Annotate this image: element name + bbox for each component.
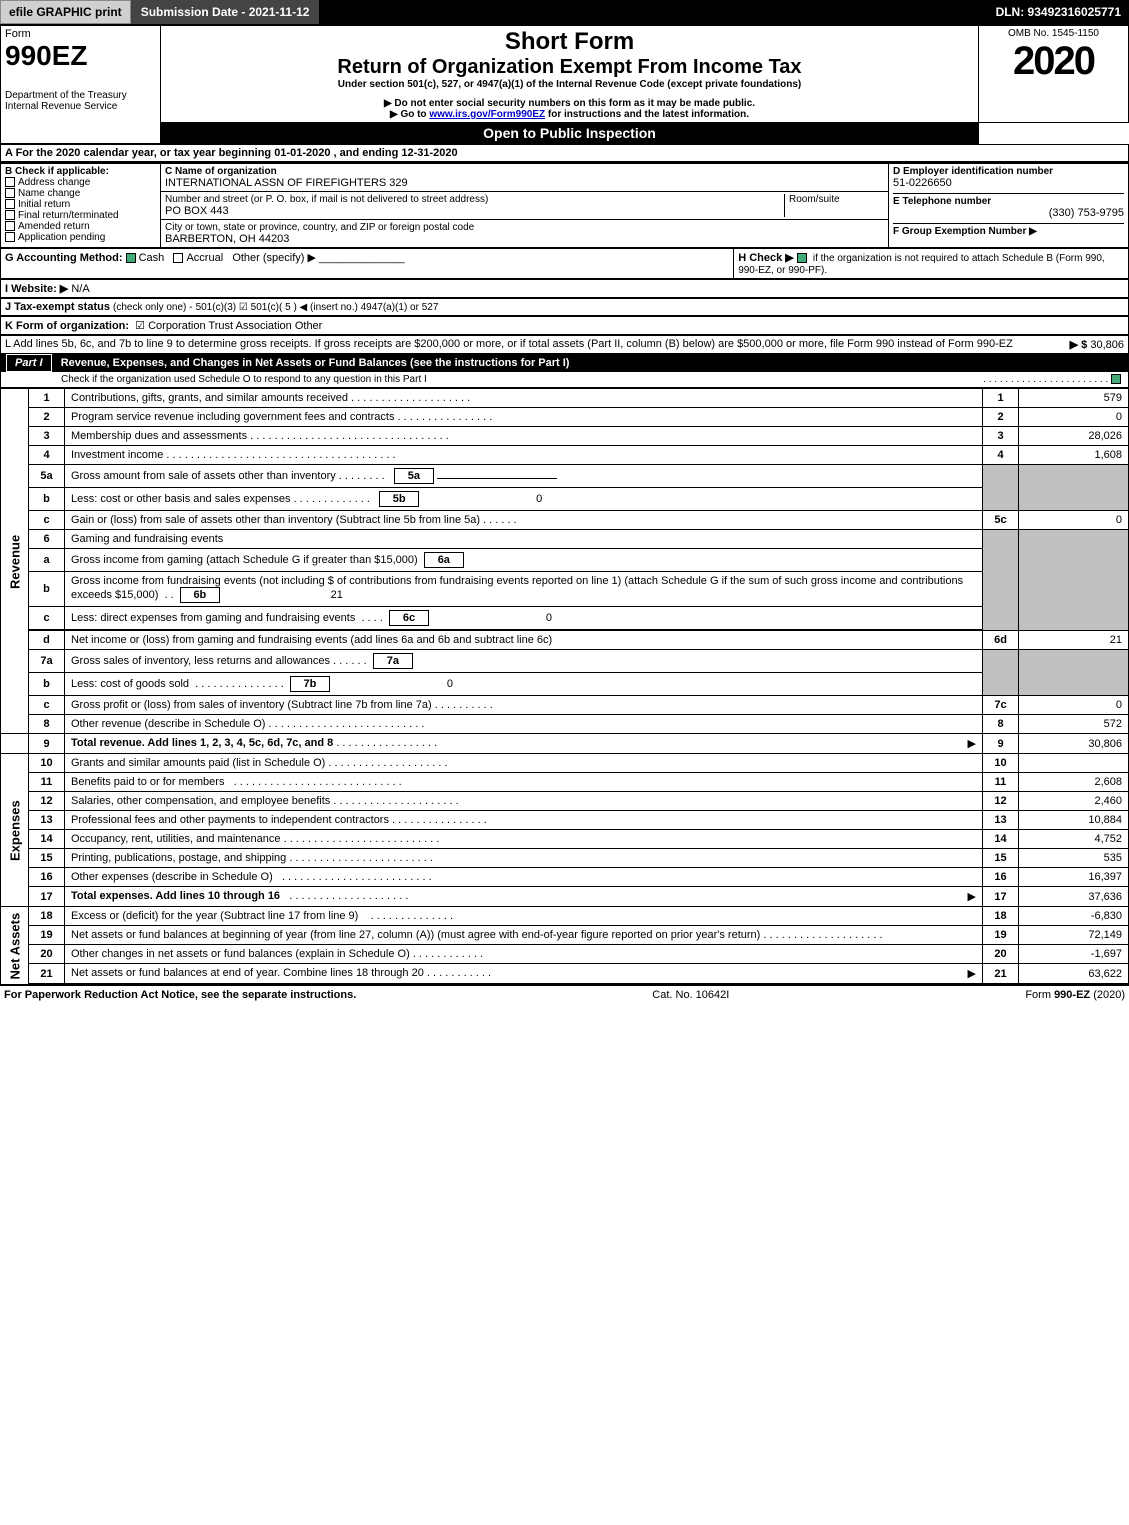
box-i-label: I Website: ▶ [5,283,68,295]
footer-cat: Cat. No. 10642I [652,989,729,1001]
amt-10 [1019,754,1129,773]
title-under: Under section 501(c), 527, or 4947(a)(1)… [165,79,974,90]
org-name: INTERNATIONAL ASSN OF FIREFIGHTERS 329 [165,177,884,189]
chk-initial-return[interactable]: Initial return [18,199,70,210]
box-k-label: K Form of organization: [5,320,129,332]
chk-cash[interactable] [126,253,136,263]
box-h-label: H Check ▶ [738,252,794,264]
dln-label: DLN: 93492316025771 [988,0,1129,24]
netassets-section-label: Net Assets [1,907,29,985]
amt-5c: 0 [1019,511,1129,530]
amt-5b: 0 [422,493,542,505]
part1-header: Part I Revenue, Expenses, and Changes in… [0,355,1129,371]
amt-6c: 0 [432,612,552,624]
chk-schedule-o-part1[interactable] [1111,374,1121,384]
amt-2: 0 [1019,408,1129,427]
chk-schedule-b-not-required[interactable] [797,253,807,263]
amt-4: 1,608 [1019,446,1129,465]
dept-label: Department of the Treasury [5,90,156,101]
org-identity-block: B Check if applicable: Address change Na… [0,163,1129,248]
box-g-label: G Accounting Method: [5,252,123,264]
line-a: A For the 2020 calendar year, or tax yea… [1,145,1129,163]
website-value: N/A [71,283,89,295]
efile-print-button[interactable]: efile GRAPHIC print [0,0,131,24]
room-label: Room/suite [789,194,884,205]
box-b-label: B Check if applicable: [5,166,156,177]
open-public-inspection: Open to Public Inspection [161,123,979,144]
form-org-opts: ☑ Corporation Trust Association Other [135,320,322,332]
part1-table: Revenue 1 Contributions, gifts, grants, … [0,388,1129,985]
box-d-label: D Employer identification number [893,166,1124,177]
amt-17: 37,636 [1019,887,1129,907]
amt-11: 2,608 [1019,773,1129,792]
amt-3: 28,026 [1019,427,1129,446]
city-value: BARBERTON, OH 44203 [165,233,884,245]
top-bar: efile GRAPHIC print Submission Date - 20… [0,0,1129,24]
revenue-section-label: Revenue [1,389,29,734]
amt-12: 2,460 [1019,792,1129,811]
chk-name-change[interactable]: Name change [18,188,80,199]
amt-21: 63,622 [1019,964,1129,985]
amt-7c: 0 [1019,696,1129,715]
amt-15: 535 [1019,849,1129,868]
box-l-text: L Add lines 5b, 6c, and 7b to line 9 to … [5,338,1013,350]
irs-link[interactable]: www.irs.gov/Form990EZ [429,109,545,120]
page-footer: For Paperwork Reduction Act Notice, see … [0,985,1129,1004]
amt-7b: 0 [333,678,453,690]
expenses-section-label: Expenses [1,754,29,907]
amt-14: 4,752 [1019,830,1129,849]
warn-ssn: ▶ Do not enter social security numbers o… [165,98,974,109]
title-short-form: Short Form [165,28,974,56]
box-j-label: J Tax-exempt status [5,301,110,313]
amt-9: 30,806 [1019,734,1129,754]
chk-application-pending[interactable]: Application pending [18,232,105,243]
gross-receipts-amount: 30,806 [1090,339,1124,351]
phone-value: (330) 753-9795 [893,207,1124,219]
box-f-label: F Group Exemption Number ▶ [893,223,1124,237]
amt-13: 10,884 [1019,811,1129,830]
part1-subheader: Check if the organization used Schedule … [61,374,427,385]
city-label: City or town, state or province, country… [165,222,884,233]
amt-6b: 21 [223,589,343,601]
addr-label: Number and street (or P. O. box, if mail… [165,194,784,205]
amt-20: -1,697 [1019,945,1129,964]
amt-19: 72,149 [1019,926,1129,945]
irs-label: Internal Revenue Service [5,101,156,112]
addr-value: PO BOX 443 [165,205,784,217]
chk-final-return[interactable]: Final return/terminated [18,210,119,221]
chk-amended-return[interactable]: Amended return [18,221,90,232]
amt-8: 572 [1019,715,1129,734]
ein-value: 51-0226650 [893,177,1124,189]
tax-exempt-opts: 501(c)(3) ☑ 501(c)( 5 ) ◀ (insert no.) 4… [196,302,439,313]
footer-left: For Paperwork Reduction Act Notice, see … [4,989,356,1001]
title-main: Return of Organization Exempt From Incom… [165,56,974,79]
form-word: Form [5,28,156,40]
warn-goto: ▶ Go to www.irs.gov/Form990EZ for instru… [165,109,974,120]
form-header-table: Form 990EZ Department of the Treasury In… [0,24,1129,144]
chk-accrual[interactable] [173,253,183,263]
amt-1: 579 [1019,389,1129,408]
amt-16: 16,397 [1019,868,1129,887]
tax-year: 2020 [983,39,1124,84]
footer-form: Form 990-EZ (2020) [1025,989,1125,1001]
amt-6d: 21 [1019,631,1129,650]
submission-date-label: Submission Date - 2021-11-12 [131,0,320,24]
omb-label: OMB No. 1545-1150 [983,28,1124,39]
form-number: 990EZ [5,40,156,72]
chk-address-change[interactable]: Address change [18,177,90,188]
box-h-text: if the organization is not required to a… [738,253,1105,276]
box-c-label: C Name of organization [165,166,884,177]
box-e-label: E Telephone number [893,193,1124,207]
amt-18: -6,830 [1019,907,1129,926]
